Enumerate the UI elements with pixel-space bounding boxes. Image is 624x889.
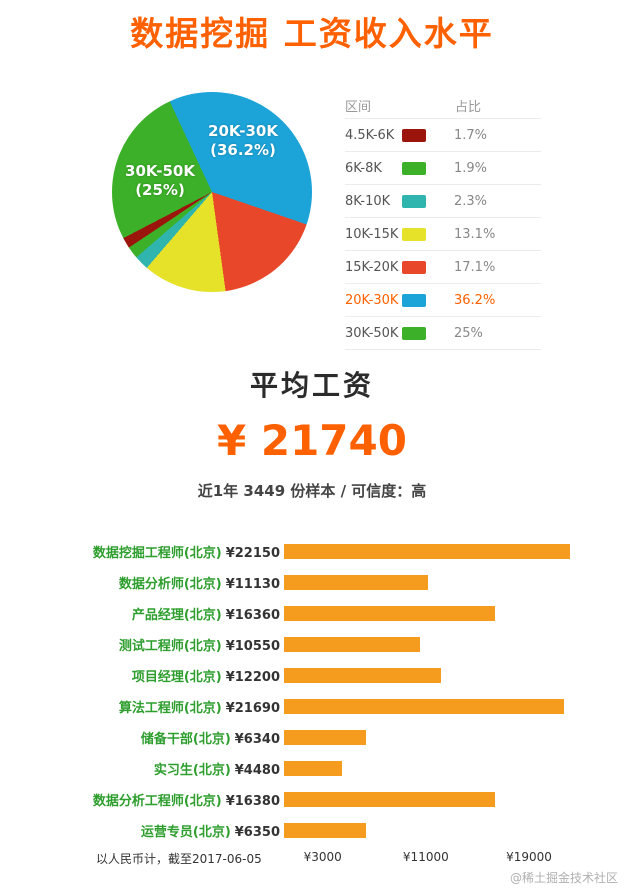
legend-swatch: [402, 128, 426, 142]
job-salary: ¥12200: [225, 670, 280, 685]
legend-row: 20K-30K 36.2%: [345, 284, 541, 317]
legend-swatch: [402, 260, 426, 274]
bar: [284, 761, 342, 776]
legend-header-share: 占比: [455, 99, 482, 115]
salary-by-job-section: 数据挖掘工程师(北京) ¥22150 数据分析师(北京) ¥11130 产品经理(北…: [0, 536, 624, 846]
watermark: @稀土掘金技术社区: [509, 871, 618, 885]
legend-swatch: [402, 194, 426, 208]
job-title: 项目经理(北京): [131, 670, 222, 685]
legend-percent: 25%: [454, 325, 483, 341]
legend-swatch: [402, 227, 426, 241]
job-title: 实习生(北京): [153, 763, 231, 778]
pie-callout-percent: (25%): [135, 181, 185, 199]
legend-percent: 36.2%: [454, 292, 496, 308]
axis-tick: ¥19000: [506, 850, 552, 864]
pie-callout-label: 20K-30K: [208, 122, 278, 140]
legend-percent: 1.9%: [454, 160, 488, 176]
legend-percent: 2.3%: [454, 193, 488, 209]
legend-percent: 1.7%: [454, 127, 488, 143]
pie-callout-20k-30k: 20K-30K (36.2%): [198, 122, 288, 160]
pie-callout-percent: (36.2%): [210, 141, 276, 159]
bar: [284, 792, 496, 807]
job-title: 储备干部(北京): [140, 732, 231, 747]
bar-row: 数据分析工程师(北京) ¥16380: [84, 784, 578, 815]
bar: [284, 575, 428, 590]
legend-label: 4.5K-6K: [345, 127, 395, 143]
pie-callout-30k-50k: 30K-50K (25%): [114, 162, 206, 200]
job-title: 数据分析工程师(北京): [92, 794, 222, 809]
legend-header: 区间 占比: [345, 92, 541, 119]
legend-row: 10K-15K 13.1%: [345, 218, 541, 251]
legend-label: 10K-15K: [345, 226, 399, 242]
legend-percent: 17.1%: [454, 259, 496, 275]
job-salary: ¥21690: [225, 701, 280, 716]
legend-header-range: 区间: [345, 99, 372, 115]
bar-row: 实习生(北京) ¥4480: [84, 753, 578, 784]
legend-label: 30K-50K: [345, 325, 399, 341]
legend-swatch: [402, 161, 426, 175]
pie-callout-label: 30K-50K: [125, 162, 195, 180]
legend-label: 20K-30K: [345, 292, 399, 308]
legend-label: 6K-8K: [345, 160, 382, 176]
legend-row: 30K-50K 25%: [345, 317, 541, 350]
job-salary: ¥10550: [225, 639, 280, 654]
bar-row: 产品经理(北京) ¥16360: [84, 598, 578, 629]
bar-row: 运营专员(北京) ¥6350: [84, 815, 578, 846]
job-title: 算法工程师(北京): [118, 701, 222, 716]
bar-row: 算法工程师(北京) ¥21690: [84, 691, 578, 722]
job-salary: ¥6350: [234, 825, 280, 840]
job-title: 测试工程师(北京): [118, 639, 222, 654]
bar: [284, 606, 495, 621]
sample-note: 近1年 3449 份样本 / 可信度：高: [197, 482, 427, 500]
bar: [284, 544, 570, 559]
legend-swatch: [402, 293, 426, 307]
currency-footnote: 以人民币计，截至2017-06-05: [96, 852, 262, 866]
job-salary: ¥4480: [234, 763, 280, 778]
legend-row: 15K-20K 17.1%: [345, 251, 541, 284]
axis-tick: ¥11000: [402, 850, 449, 864]
bar-axis: 以人民币计，截至2017-06-05 ¥3000 ¥11000 ¥19000: [0, 848, 624, 868]
bar: [284, 730, 366, 745]
bar-row: 测试工程师(北京) ¥10550: [84, 629, 578, 660]
job-salary: ¥16380: [225, 794, 280, 809]
bar-row: 数据分析师(北京) ¥11130: [84, 567, 578, 598]
bar-row: 项目经理(北京) ¥12200: [84, 660, 578, 691]
page-title: 数据挖掘 工资收入水平: [130, 14, 494, 53]
job-salary: ¥6340: [234, 732, 280, 747]
legend-percent: 13.1%: [454, 226, 496, 242]
bar-row: 数据挖掘工程师(北京) ¥22150: [84, 536, 578, 567]
job-title: 数据挖掘工程师(北京): [92, 546, 222, 561]
job-title: 数据分析师(北京): [118, 577, 222, 592]
job-salary: ¥16360: [225, 608, 280, 623]
bar: [284, 637, 421, 652]
bar: [284, 699, 564, 714]
bar: [284, 668, 442, 683]
legend-label: 15K-20K: [345, 259, 399, 275]
average-salary-value: ¥ 21740: [217, 416, 407, 465]
salary-distribution-section: 20K-30K (36.2%) 30K-50K (25%) 区间 占比 4.5K…: [0, 90, 624, 362]
pie-chart: 20K-30K (36.2%) 30K-50K (25%): [112, 92, 312, 292]
job-title: 产品经理(北京): [131, 608, 222, 623]
job-salary: ¥22150: [225, 546, 280, 561]
bar: [284, 823, 366, 838]
legend-swatch: [402, 326, 426, 340]
legend-row: 6K-8K 1.9%: [345, 152, 541, 185]
bar-row: 储备干部(北京) ¥6340: [84, 722, 578, 753]
job-salary: ¥11130: [225, 577, 280, 592]
pie-legend: 区间 占比 4.5K-6K 1.7% 6K-8K 1.9% 8K-10K 2.3…: [345, 92, 541, 350]
job-title: 运营专员(北京): [140, 825, 231, 840]
axis-tick: ¥3000: [303, 850, 342, 864]
average-salary-heading: 平均工资: [249, 369, 374, 402]
legend-row: 8K-10K 2.3%: [345, 185, 541, 218]
legend-row: 4.5K-6K 1.7%: [345, 119, 541, 152]
legend-label: 8K-10K: [345, 193, 391, 209]
